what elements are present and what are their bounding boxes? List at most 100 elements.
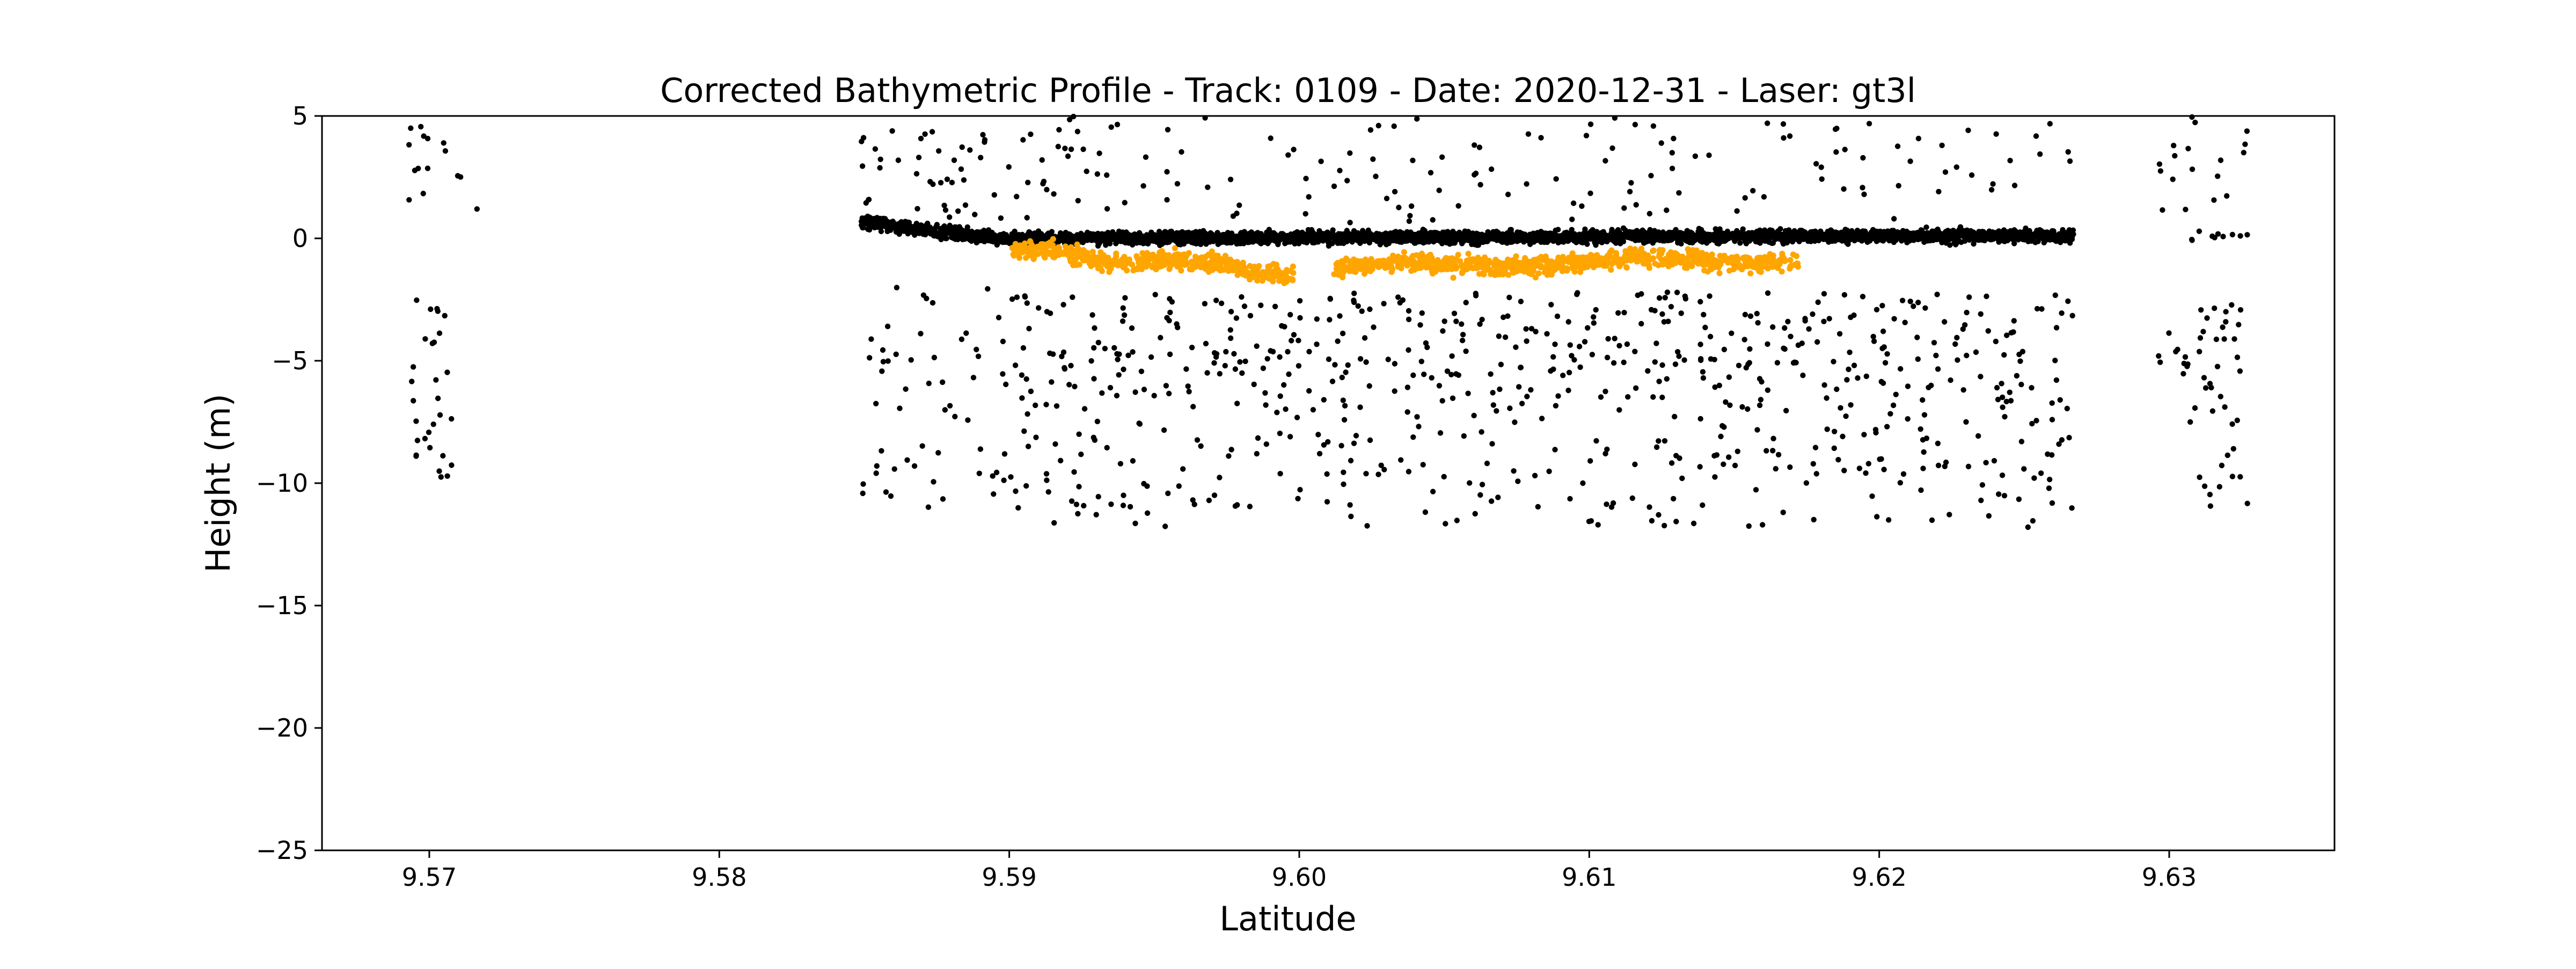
photon-point xyxy=(2034,305,2040,312)
photon-point xyxy=(1787,133,1793,139)
photon-point xyxy=(2045,451,2051,457)
photon-point xyxy=(1020,137,1026,143)
photon-point xyxy=(1239,370,1245,376)
photon-point xyxy=(1472,511,1478,517)
photon-point xyxy=(1669,150,1675,156)
photon-point xyxy=(1385,356,1391,362)
photon-point xyxy=(1813,161,1819,167)
photon-point xyxy=(1494,408,1499,414)
photon-point xyxy=(940,496,946,502)
photon-point xyxy=(1615,310,1621,316)
photon-point xyxy=(1697,341,1703,347)
photon-point xyxy=(1392,361,1398,367)
photon-point xyxy=(1726,374,1732,380)
photon-point xyxy=(425,165,431,171)
photon-point xyxy=(1712,474,1718,480)
photon-point xyxy=(1788,333,1794,339)
photon-point xyxy=(2198,307,2204,313)
photon-point xyxy=(1074,128,1081,135)
photon-point xyxy=(2220,324,2226,330)
photon-point xyxy=(1378,462,1384,468)
photon-point xyxy=(2065,149,2071,155)
photon-point xyxy=(1025,179,1031,186)
photon-point xyxy=(2207,503,2214,509)
photon-point xyxy=(1363,471,1369,477)
photon-point xyxy=(1638,291,1644,297)
photon-point xyxy=(2187,419,2193,425)
photon-point xyxy=(908,357,914,363)
photon-point xyxy=(1664,376,1670,382)
photon-point xyxy=(1441,473,1447,480)
photon-point xyxy=(1130,349,1136,355)
photon-point xyxy=(1420,462,1426,468)
photon-point xyxy=(1081,406,1088,412)
photon-point xyxy=(2197,474,2202,480)
photon-point xyxy=(1327,317,1333,323)
photon-point xyxy=(1306,194,1312,200)
photon-point xyxy=(1621,359,1627,366)
photon-point xyxy=(442,312,448,319)
photon-point xyxy=(1236,202,1242,208)
photon-point xyxy=(1281,382,1287,388)
photon-point xyxy=(2033,418,2039,424)
photon-point xyxy=(1375,122,1381,129)
photon-point xyxy=(1318,158,1324,164)
photon-point xyxy=(1624,341,1630,347)
bathymetry-point xyxy=(1136,257,1143,264)
photon-point xyxy=(1072,383,1078,390)
photon-point xyxy=(1454,518,1460,523)
photon-point xyxy=(1303,176,1309,181)
photon-point xyxy=(1430,489,1436,494)
photon-point xyxy=(897,405,903,411)
photon-point xyxy=(1700,369,1706,375)
photon-point xyxy=(1373,173,1379,179)
photon-point xyxy=(1800,373,1806,378)
photon-point xyxy=(1138,368,1145,374)
photon-point xyxy=(2202,385,2209,391)
photon-point xyxy=(2037,151,2043,157)
photon-point xyxy=(1076,431,1082,437)
photon-point xyxy=(885,358,891,364)
photon-point xyxy=(962,202,969,208)
photon-point xyxy=(1662,295,1668,301)
photon-point xyxy=(1324,499,1330,505)
photon-point xyxy=(1518,365,1524,370)
photon-point xyxy=(1410,372,1416,378)
photon-point xyxy=(1525,131,1532,137)
photon-point xyxy=(1477,321,1483,327)
photon-point xyxy=(1040,181,1046,187)
photon-point xyxy=(1213,351,1220,357)
photon-point xyxy=(1538,135,1544,141)
photon-point xyxy=(873,470,879,476)
photon-point xyxy=(1653,444,1660,450)
photon-point xyxy=(1217,475,1223,480)
photon-point xyxy=(2057,397,2063,403)
photon-point xyxy=(1251,381,1257,388)
photon-point xyxy=(2215,173,2221,179)
photon-point xyxy=(1496,333,1502,339)
photon-point xyxy=(1983,460,1989,465)
photon-point xyxy=(1874,514,1880,520)
photon-point xyxy=(2237,233,2243,239)
photon-point xyxy=(1185,383,1191,389)
photon-point xyxy=(1306,388,1312,394)
photon-point xyxy=(1190,404,1196,410)
photon-point xyxy=(433,377,439,383)
photon-point xyxy=(1450,395,1456,401)
photon-point xyxy=(1370,156,1376,162)
photon-point xyxy=(1277,393,1283,399)
photon-point xyxy=(1621,310,1627,316)
photon-point xyxy=(1479,429,1484,435)
photon-point xyxy=(1028,388,1034,395)
bathymetry-point xyxy=(1217,267,1224,274)
photon-point xyxy=(1315,432,1321,438)
photon-point xyxy=(1463,300,1469,305)
photon-point xyxy=(976,470,983,476)
photon-point xyxy=(1080,146,1086,152)
photon-point xyxy=(1497,386,1503,392)
photon-point xyxy=(1108,501,1114,507)
photon-point xyxy=(1439,398,1445,404)
photon-point xyxy=(1164,197,1170,203)
photon-point xyxy=(2244,500,2250,506)
photon-point xyxy=(903,386,909,392)
